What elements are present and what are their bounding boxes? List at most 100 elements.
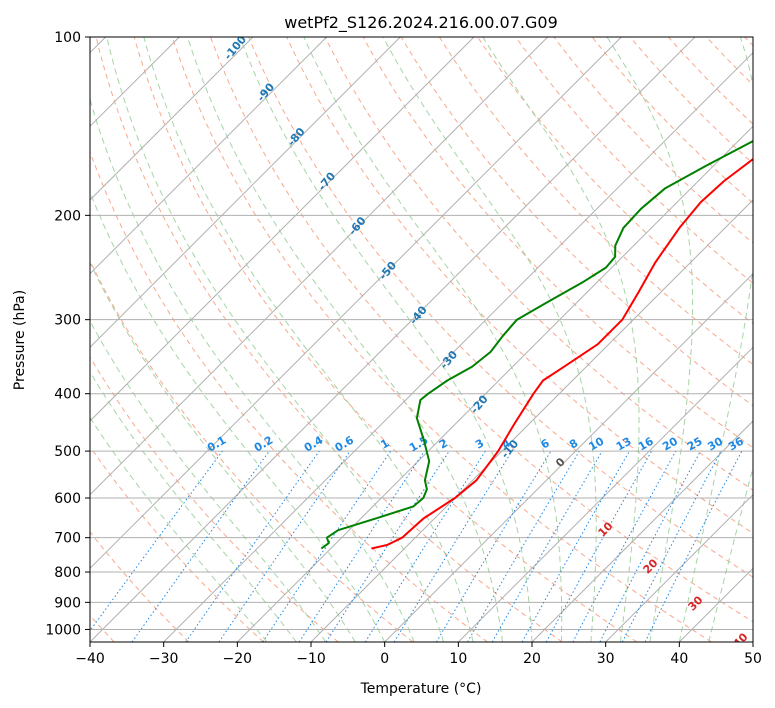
moist-adiabat-label: 20: [641, 556, 661, 576]
dry-adiabat-label: -30: [437, 348, 460, 372]
dry-adiabat-label: -20: [468, 392, 491, 416]
moist-adiabat-label: 30: [686, 593, 706, 613]
dry-adiabat-line: [553, 37, 753, 244]
isotherm-line: [236, 125, 753, 642]
y-axis-label: Pressure (hPa): [12, 290, 28, 390]
plot-frame: [89, 36, 754, 643]
moist-adiabat-line: [90, 261, 356, 642]
dry-adiabat-label: -70: [315, 169, 338, 193]
moist-adiabat-line: [382, 37, 597, 642]
isotherm-line: [531, 420, 753, 642]
isotherm-line: [384, 272, 753, 642]
moist-adiabat-line: [90, 370, 297, 642]
moist-adiabat-line: [303, 37, 563, 642]
y-tick-label: 600: [54, 491, 81, 507]
isotherm-line: [90, 37, 622, 570]
dry-adiabat-line: [515, 37, 753, 284]
plot-area: 0.1 0.2 0.4 0.6 1 1.5 2 3 4 6 8 10 13 16 20 25 30 36-100-…: [90, 37, 753, 650]
dry-adiabat-line: [95, 37, 563, 642]
mixing-ratio-line: [90, 450, 223, 632]
mixing-ratio-line: [298, 450, 425, 642]
y-axis-ticks: 100 200 300 400 500 600 700 800 900 1000: [45, 30, 90, 638]
dry-adiabat-line: [133, 37, 638, 642]
dry-adiabat-line: [706, 37, 753, 86]
x-tick-label: 40: [670, 651, 688, 667]
moist-adiabat-line: [678, 37, 753, 642]
x-tick-label: 30: [597, 651, 615, 667]
mixing-ratio-label: 8: [567, 437, 580, 452]
moist-adiabat-line: [90, 416, 268, 642]
x-axis-label: Temperature (°C): [360, 681, 482, 697]
isotherm-line: [605, 493, 753, 642]
moist-adiabat-label: 40: [731, 630, 751, 650]
x-tick-label: 20: [523, 651, 541, 667]
dry-adiabat-line: [744, 37, 753, 47]
dry-adiabat-label: -80: [285, 125, 308, 149]
isotherm-line: [310, 199, 753, 642]
y-tick-label: 500: [54, 444, 81, 460]
chart-title: wetPf2_S126.2024.216.00.07.G09: [284, 13, 558, 33]
mixing-ratio-line: [572, 450, 677, 642]
dry-adiabat-line: [668, 37, 753, 125]
dry-adiabat-line: [210, 37, 753, 623]
mixing-ratio-label: 6: [539, 436, 552, 451]
dry-adiabat-line: [90, 356, 339, 642]
moist-adiabat-line: [606, 37, 694, 642]
isotherm-line: [90, 37, 696, 642]
mixing-ratio-line: [467, 450, 580, 642]
isotherm-line: [678, 567, 753, 642]
mixing-ratio-label: 2: [437, 437, 450, 452]
temperature-profile-line: [371, 157, 753, 550]
moist-adiabat-line: [90, 190, 386, 642]
dry-adiabat-line: [591, 37, 753, 204]
moist-adiabat-label: 10: [596, 519, 616, 539]
dry-adiabat-label: -90: [254, 80, 277, 104]
series-layer: [320, 140, 753, 550]
dry-adiabat-line: [438, 37, 753, 366]
y-tick-label: 300: [54, 313, 81, 329]
x-tick-label: −20: [223, 651, 253, 667]
moist-adiabat-line: [187, 37, 503, 642]
moist-adiabat-label: 0: [553, 455, 568, 470]
moist-adiabat-line: [482, 37, 640, 642]
isotherm-line: [752, 641, 753, 642]
moist-adiabat-line: [106, 37, 445, 642]
dry-adiabat-line: [90, 445, 264, 642]
isotherm-line: [90, 37, 401, 349]
moist-adiabat-line: [239, 37, 533, 642]
y-tick-label: 900: [54, 595, 81, 611]
isotherm-line: [163, 51, 753, 642]
y-tick-label: 800: [54, 565, 81, 581]
dry-adiabat-line: [400, 37, 753, 407]
isotherm-line: [90, 37, 254, 201]
mixing-ratio-line: [262, 450, 392, 642]
mixing-ratio-line: [644, 450, 743, 642]
background-lines: [90, 37, 753, 642]
dry-adiabat-line: [90, 259, 414, 642]
x-axis-ticks: −40 −30 −20 −10 0 10 20 30 40 50: [75, 642, 762, 667]
mixing-ratio-line: [325, 450, 450, 642]
dry-adiabat-label: -40: [407, 303, 430, 327]
dry-adiabat-line: [248, 37, 753, 578]
mixing-ratio-line: [521, 450, 630, 642]
mixing-ratio-line: [131, 450, 270, 642]
y-tick-label: 400: [54, 387, 81, 403]
isotherm-line: [90, 37, 328, 275]
dry-adiabat-label: -60: [346, 214, 369, 238]
dewpoint-profile-line: [320, 140, 753, 550]
x-tick-label: −30: [149, 651, 179, 667]
moist-adiabat-line: [90, 320, 327, 642]
x-tick-label: 0: [380, 651, 389, 667]
moist-adiabat-line: [143, 37, 474, 642]
mixing-ratio-line: [185, 450, 320, 642]
mixing-ratio-line: [393, 450, 513, 642]
y-tick-label: 1000: [45, 622, 81, 638]
isotherm-line: [90, 37, 549, 496]
dry-adiabat-line: [90, 150, 488, 642]
isotherm-line: [457, 346, 753, 642]
mixing-ratio-line: [545, 450, 653, 642]
mixing-ratio-line: [218, 450, 351, 642]
line-labels: 0.1 0.2 0.4 0.6 1 1.5 2 3 4 6 8 10 13 16 20 25 30 36-100-…: [205, 37, 751, 650]
mixing-ratio-line: [599, 450, 701, 642]
